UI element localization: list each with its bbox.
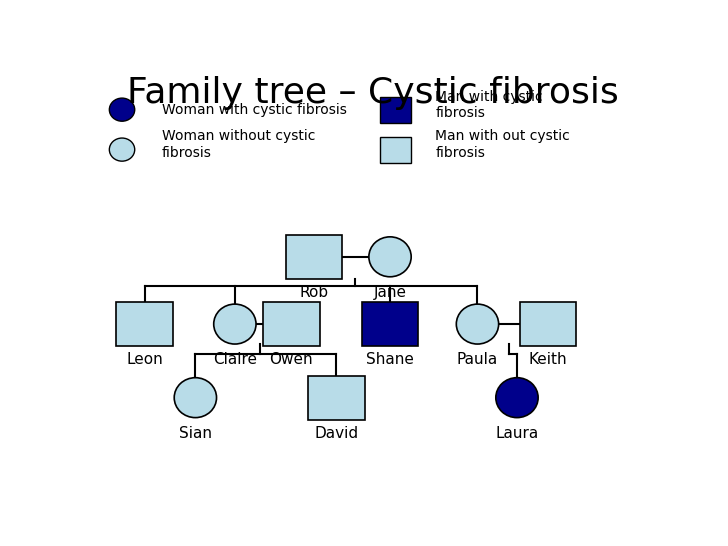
- Text: Man with out cystic
fibrosis: Man with out cystic fibrosis: [435, 129, 570, 159]
- FancyBboxPatch shape: [520, 302, 577, 346]
- Text: Keith: Keith: [529, 353, 567, 367]
- FancyBboxPatch shape: [380, 136, 411, 163]
- FancyBboxPatch shape: [116, 302, 173, 346]
- FancyBboxPatch shape: [285, 235, 342, 279]
- Text: Man with cystic
fibrosis: Man with cystic fibrosis: [435, 90, 543, 120]
- Ellipse shape: [369, 237, 411, 277]
- Text: Laura: Laura: [495, 426, 539, 441]
- FancyBboxPatch shape: [362, 302, 419, 346]
- Text: Woman with cystic fibrosis: Woman with cystic fibrosis: [162, 103, 347, 117]
- Text: Shane: Shane: [366, 353, 414, 367]
- Ellipse shape: [214, 304, 256, 344]
- FancyBboxPatch shape: [380, 97, 411, 123]
- Text: Owen: Owen: [269, 353, 313, 367]
- Text: David: David: [314, 426, 358, 441]
- Text: Claire: Claire: [213, 353, 257, 367]
- Text: Woman without cystic
fibrosis: Woman without cystic fibrosis: [162, 129, 315, 159]
- Text: Sian: Sian: [179, 426, 212, 441]
- FancyBboxPatch shape: [308, 376, 365, 420]
- Text: Paula: Paula: [457, 353, 498, 367]
- Ellipse shape: [109, 138, 135, 161]
- Text: Leon: Leon: [126, 353, 163, 367]
- Text: Family tree – Cystic fibrosis: Family tree – Cystic fibrosis: [127, 76, 619, 110]
- Ellipse shape: [496, 378, 538, 418]
- Ellipse shape: [174, 378, 216, 418]
- Ellipse shape: [109, 98, 135, 121]
- Text: Jane: Jane: [373, 285, 406, 300]
- Text: Rob: Rob: [299, 285, 328, 300]
- Ellipse shape: [456, 304, 499, 344]
- FancyBboxPatch shape: [263, 302, 320, 346]
